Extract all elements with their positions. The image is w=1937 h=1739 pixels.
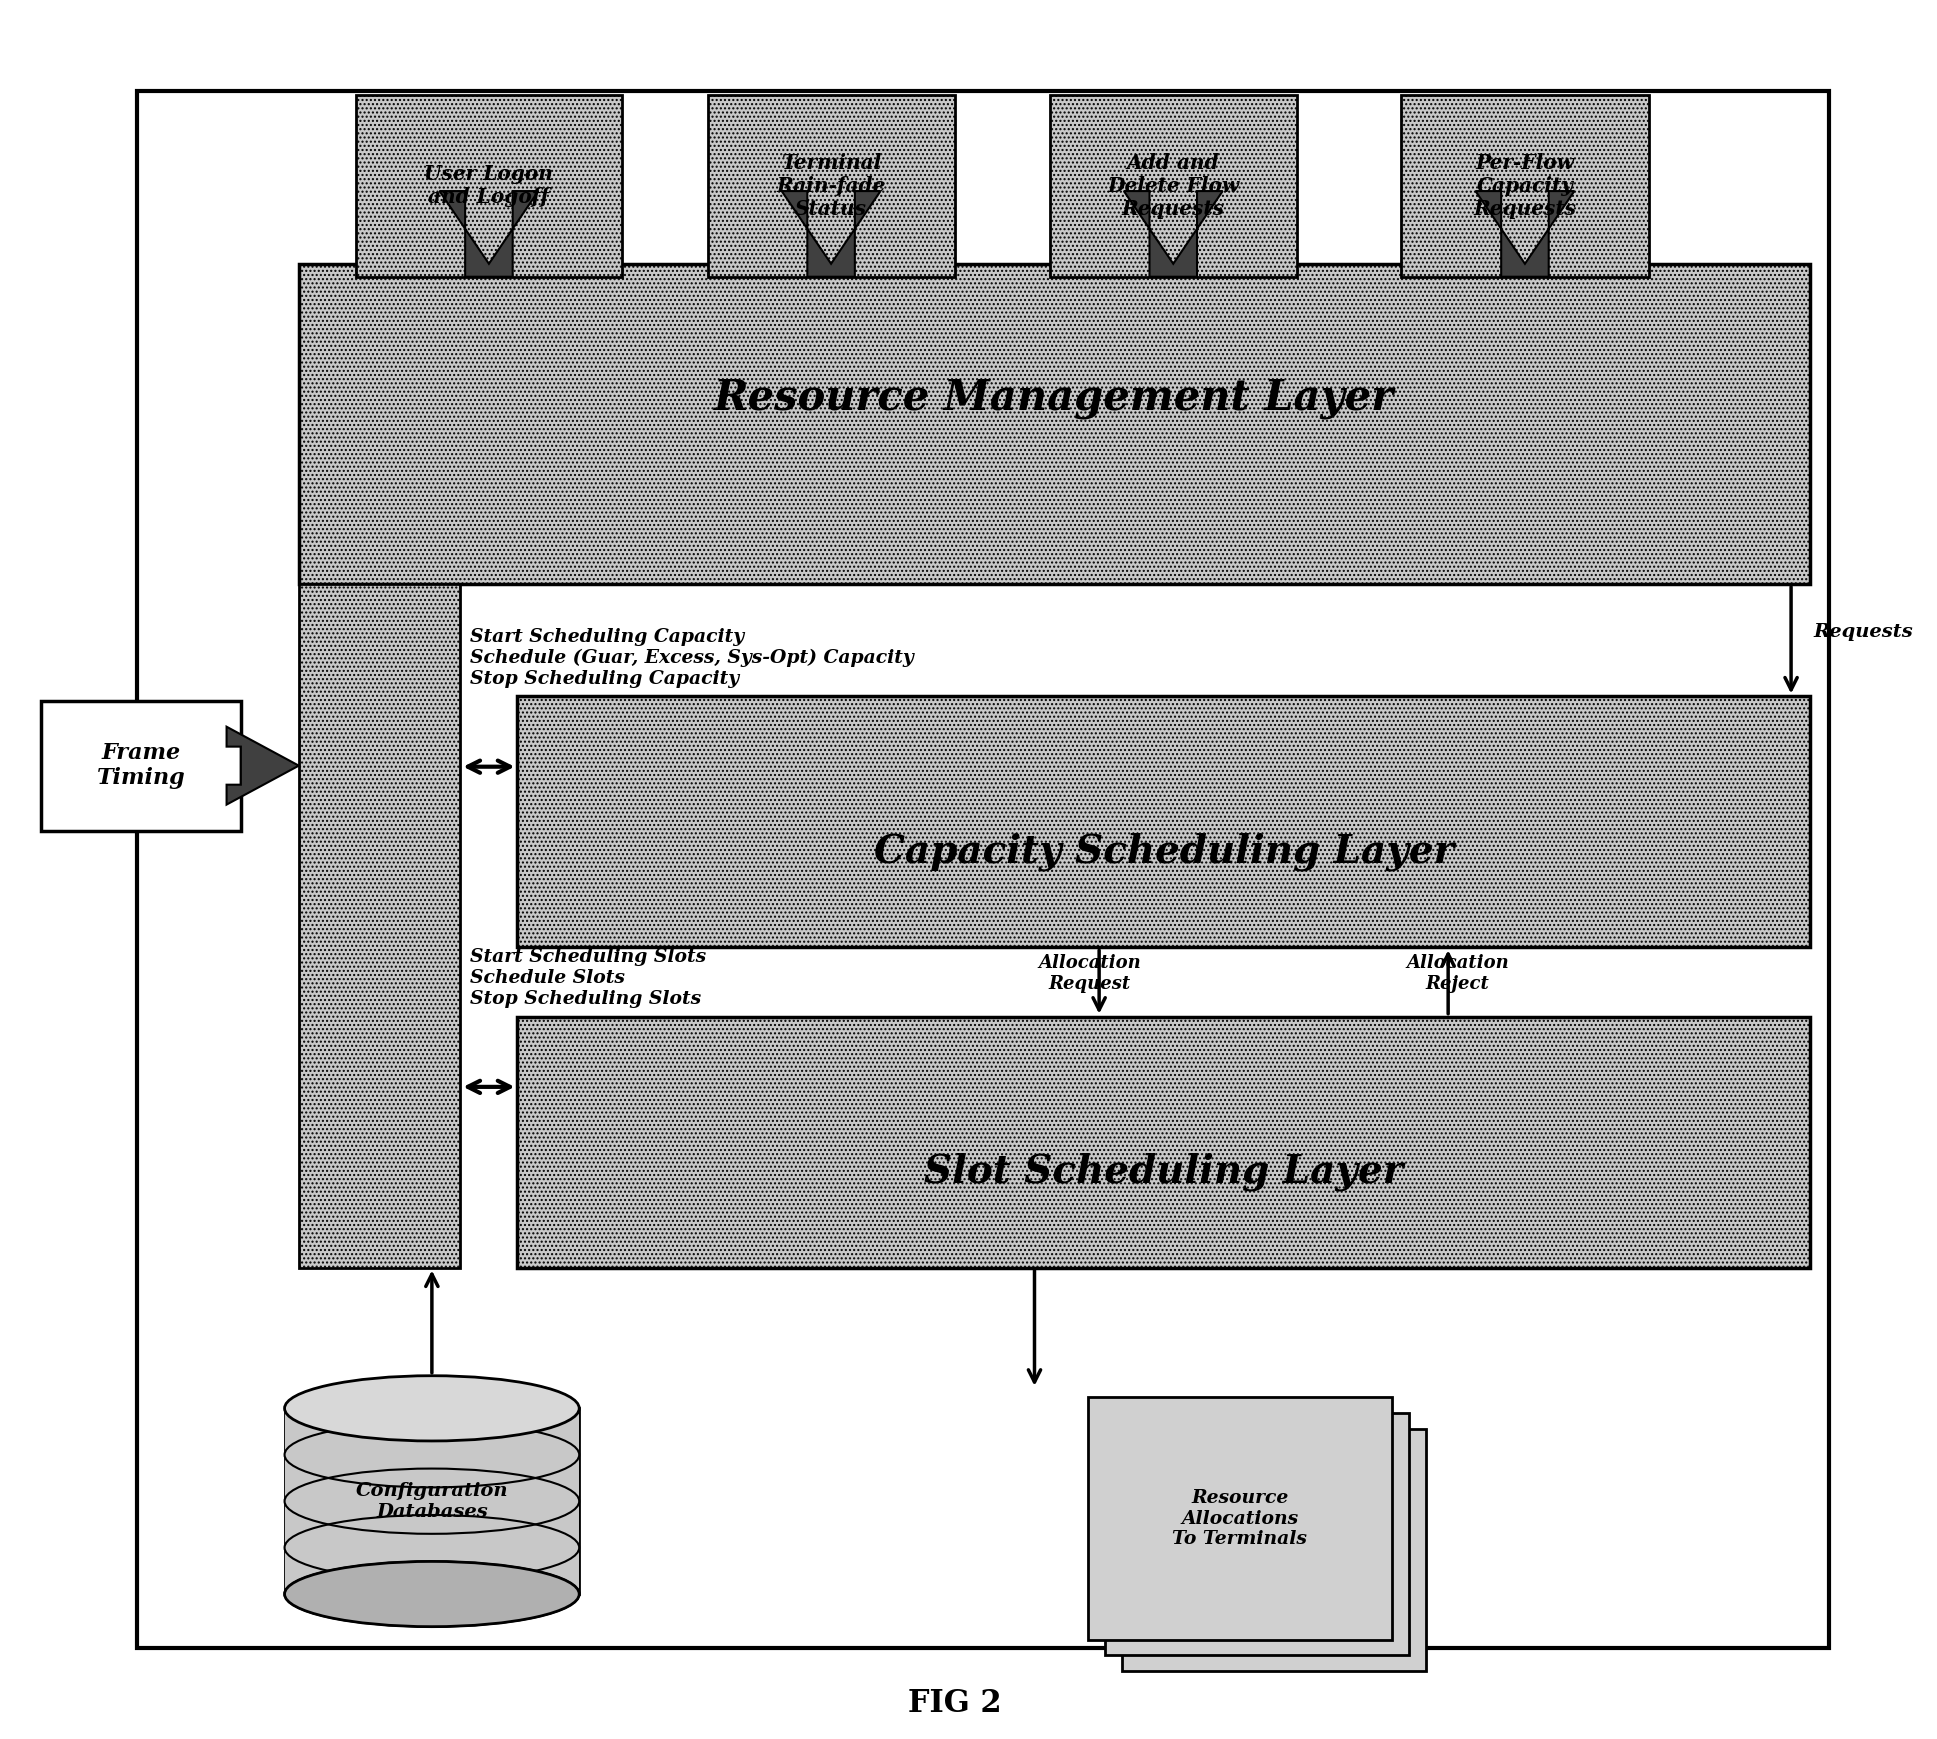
- Text: Resource
Allocations
To Terminals: Resource Allocations To Terminals: [1172, 1489, 1307, 1548]
- Text: Add and
Delete Flow
Requests: Add and Delete Flow Requests: [1108, 153, 1240, 219]
- Polygon shape: [783, 191, 881, 277]
- Text: Allocation
Reject: Allocation Reject: [1406, 955, 1509, 993]
- Bar: [517, 1017, 1809, 1268]
- Ellipse shape: [285, 1562, 579, 1626]
- Text: Slot Scheduling Layer: Slot Scheduling Layer: [924, 1153, 1404, 1191]
- Bar: [356, 96, 622, 277]
- Text: Capacity Scheduling Layer: Capacity Scheduling Layer: [874, 833, 1455, 871]
- Bar: [298, 264, 1809, 584]
- Text: Start Scheduling Slots
Schedule Slots
Stop Scheduling Slots: Start Scheduling Slots Schedule Slots St…: [471, 948, 705, 1009]
- Polygon shape: [227, 727, 298, 805]
- Bar: [707, 96, 955, 277]
- Bar: [1050, 96, 1298, 277]
- Bar: [1089, 1398, 1393, 1640]
- Bar: [41, 701, 240, 831]
- Text: Frame
Timing: Frame Timing: [97, 743, 186, 790]
- Text: Start Scheduling Capacity
Schedule (Guar, Excess, Sys-Opt) Capacity
Stop Schedul: Start Scheduling Capacity Schedule (Guar…: [471, 628, 914, 689]
- Bar: [285, 1409, 289, 1595]
- Bar: [138, 90, 1829, 1649]
- Bar: [285, 1409, 579, 1595]
- Bar: [575, 1409, 579, 1595]
- Text: Terminal
Rain-fade
Status: Terminal Rain-fade Status: [777, 153, 885, 219]
- Bar: [517, 696, 1809, 948]
- Ellipse shape: [285, 1376, 579, 1442]
- Bar: [1122, 1428, 1426, 1671]
- Text: User Logon
and Logoff: User Logon and Logoff: [424, 163, 554, 207]
- Polygon shape: [1123, 191, 1222, 277]
- Bar: [1104, 1412, 1408, 1656]
- Bar: [1400, 96, 1648, 277]
- Text: FIG 2: FIG 2: [908, 1689, 1001, 1720]
- Text: Resource Management Layer: Resource Management Layer: [715, 377, 1395, 419]
- Bar: [298, 584, 461, 1268]
- Text: Allocation
Request: Allocation Request: [1038, 955, 1141, 993]
- Text: Per-Flow
Capacity
Requests: Per-Flow Capacity Requests: [1474, 153, 1577, 219]
- Polygon shape: [440, 191, 538, 277]
- Text: Configuration
Databases: Configuration Databases: [356, 1482, 507, 1520]
- Polygon shape: [1476, 191, 1575, 277]
- Text: Requests: Requests: [1813, 623, 1914, 640]
